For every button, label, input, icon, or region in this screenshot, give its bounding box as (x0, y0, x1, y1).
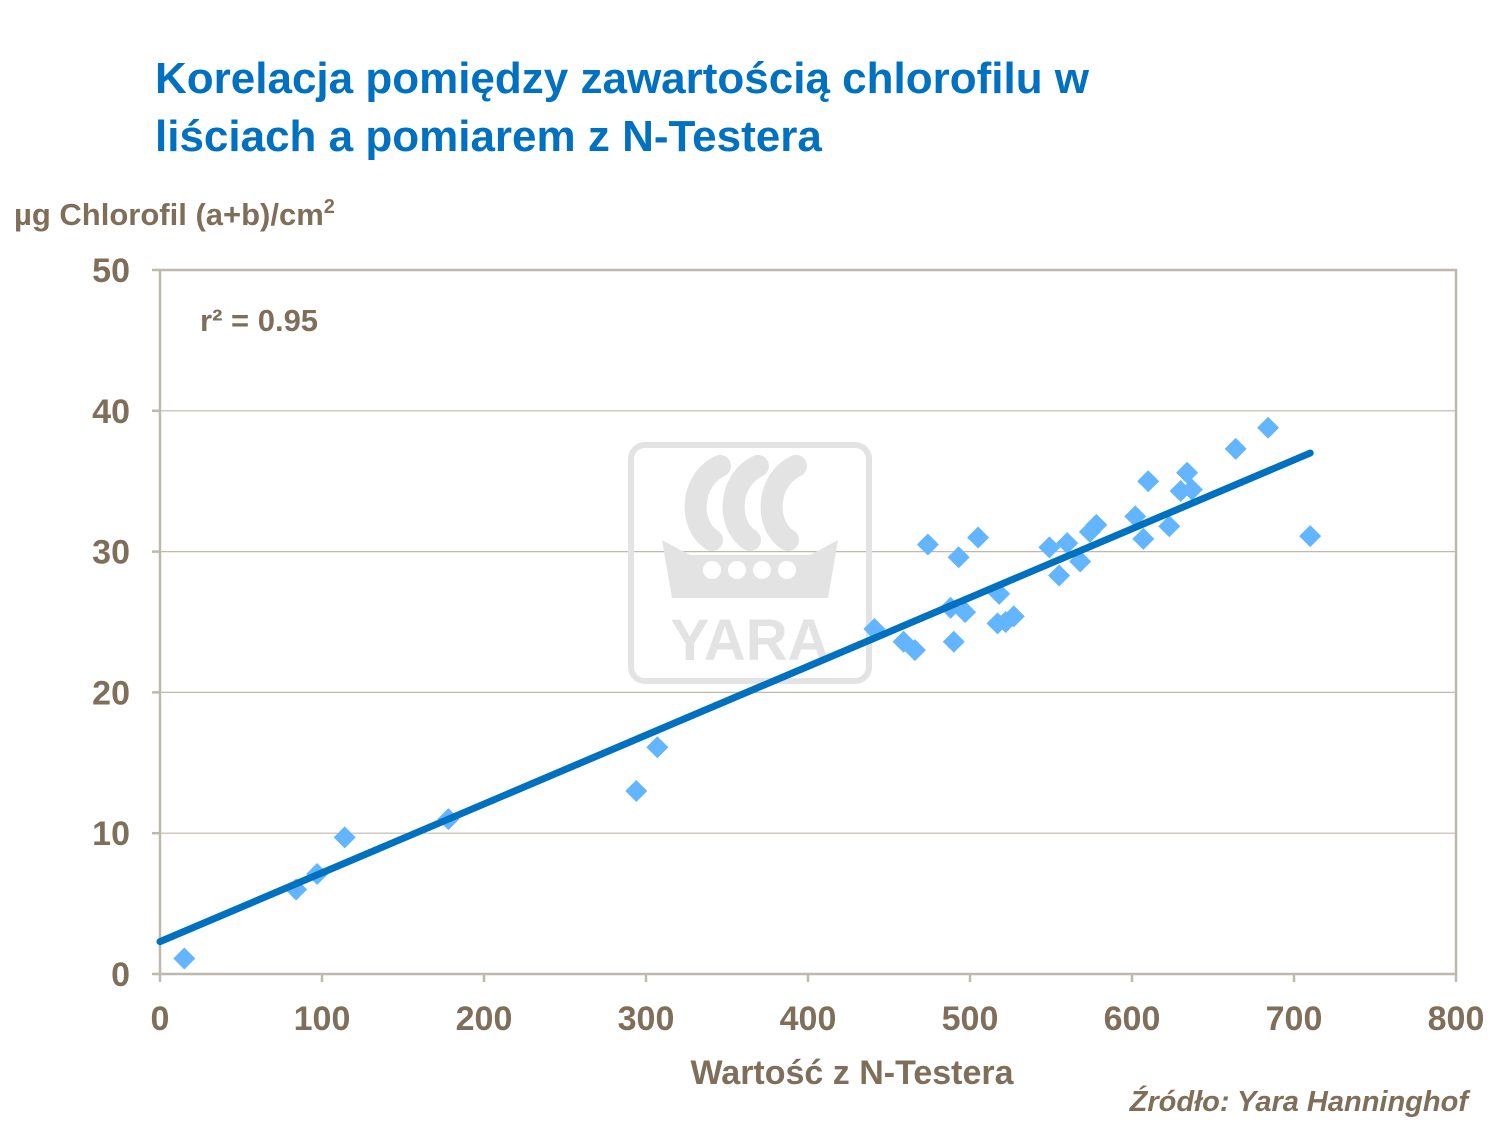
y-tick-label-20: 20 (92, 674, 130, 712)
y-axis-label: µg Chlorofil (a+b)/cm2 (14, 196, 335, 233)
y-axis-label-text: µg Chlorofil (a+b)/cm (14, 197, 324, 232)
data-point-35 (1299, 525, 1322, 548)
watermark-shields (703, 561, 796, 579)
x-tick-label-800: 800 (1428, 1000, 1485, 1038)
y-axis-label-superscript: 2 (323, 196, 335, 218)
data-point-29 (1158, 515, 1181, 538)
x-tick-label-700: 700 (1266, 1000, 1323, 1038)
x-tick-label-100: 100 (294, 1000, 351, 1038)
y-tick-label-50: 50 (92, 252, 130, 290)
gridlines (160, 410, 1456, 834)
data-point-3 (333, 826, 356, 849)
watermark-ship (662, 540, 838, 598)
x-tick-label-500: 500 (942, 1000, 999, 1038)
x-tick-label-0: 0 (151, 1000, 170, 1038)
x-tick-label-200: 200 (456, 1000, 513, 1038)
data-point-20 (1038, 536, 1061, 559)
y-tick-labels: 0 10 20 30 40 50 (92, 252, 130, 994)
x-axis-label: Wartość z N-Testera (690, 1054, 1014, 1092)
y-tick-label-0: 0 (111, 956, 130, 994)
data-point-6 (646, 736, 669, 759)
y-tick-label-30: 30 (92, 534, 130, 572)
y-tick-label-10: 10 (92, 815, 130, 853)
watermark-frame (628, 442, 872, 684)
data-point-31 (1176, 461, 1199, 484)
data-point-28 (1137, 470, 1160, 493)
data-point-33 (1224, 437, 1247, 460)
data-point-32 (1180, 478, 1203, 501)
data-point-27 (1132, 527, 1155, 550)
data-point-14 (954, 601, 977, 624)
source-note: Źródło: Yara Hanninghof (1129, 1086, 1468, 1118)
trendline (156, 449, 1314, 946)
x-tick-label-300: 300 (618, 1000, 675, 1038)
chart-title-line-2: liściach a pomiarem z N-Testera (155, 112, 822, 161)
yara-logo-watermark: YARA (628, 442, 872, 684)
axis-ticks (152, 268, 1458, 982)
r-squared-annotation: r² = 0.95 (200, 303, 318, 338)
y-tick-label-40: 40 (92, 393, 130, 431)
data-point-0 (173, 947, 196, 970)
data-point-9 (903, 639, 926, 662)
data-point-22 (1056, 532, 1079, 555)
data-points (173, 416, 1322, 970)
data-point-10 (916, 533, 939, 556)
data-point-34 (1257, 416, 1280, 439)
data-point-12 (942, 630, 965, 653)
x-tick-label-600: 600 (1104, 1000, 1161, 1038)
data-point-5 (625, 779, 648, 802)
x-tick-labels: 0 100 200 300 400 500 600 700 800 (151, 1000, 1485, 1038)
watermark-text: YARA (670, 608, 829, 673)
chart-title-line-1: Korelacja pomiędzy zawartością chlorofil… (155, 54, 1090, 103)
x-tick-label-400: 400 (780, 1000, 837, 1038)
data-point-21 (1048, 564, 1071, 587)
data-point-15 (967, 526, 990, 549)
watermark-waves (684, 455, 807, 551)
data-point-13 (947, 546, 970, 569)
data-point-25 (1085, 513, 1108, 536)
chart-title: Korelacja pomiędzy zawartością chlorofil… (155, 50, 1355, 166)
data-point-19 (1002, 605, 1025, 628)
